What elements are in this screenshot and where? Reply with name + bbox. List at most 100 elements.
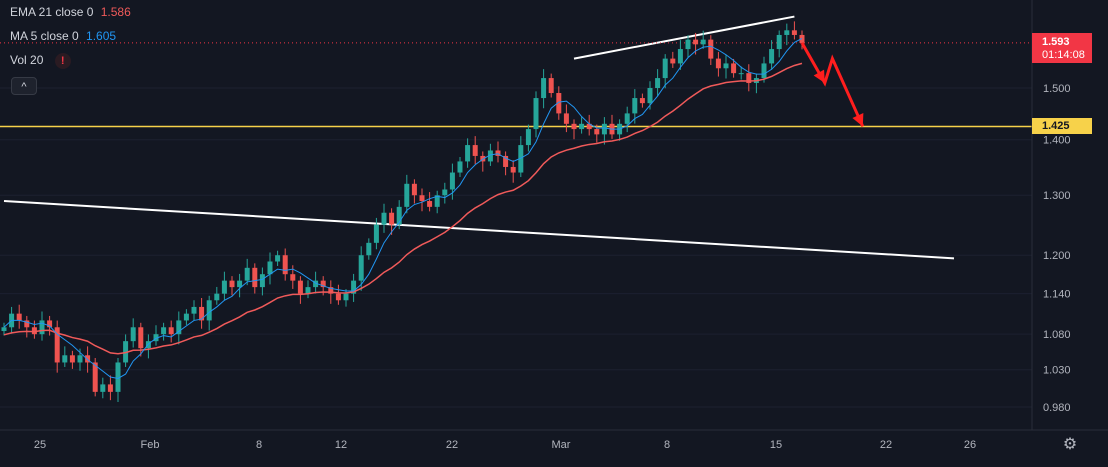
trendline: [573, 15, 795, 60]
candle-body: [313, 280, 319, 288]
price-tick-label: 1.300: [1043, 190, 1071, 202]
candle-body: [723, 63, 729, 69]
last-price-value: 1.593: [1042, 36, 1070, 48]
candle-body: [221, 280, 227, 294]
candle-body: [586, 123, 592, 130]
candle-body: [54, 327, 60, 363]
candle-body: [632, 98, 638, 114]
candle-body: [282, 255, 288, 275]
ma-line-path: [3, 37, 803, 380]
candle-body: [237, 280, 243, 288]
candle-body: [533, 98, 539, 130]
candle-body: [130, 327, 136, 342]
candle-body: [381, 212, 387, 225]
candle-body: [290, 274, 296, 281]
candle-body: [693, 39, 699, 45]
candle-body: [465, 145, 471, 162]
time-tick-label: 8: [256, 439, 262, 451]
price-tick-label: 1.030: [1043, 365, 1071, 377]
candle-body: [31, 327, 37, 335]
projection-arrow: [800, 42, 865, 128]
candle-body: [168, 327, 174, 335]
candle-body: [77, 355, 83, 363]
gear-icon[interactable]: ⚙: [1062, 436, 1078, 453]
candle-body: [655, 78, 661, 88]
candles: [1, 21, 805, 403]
volume-legend[interactable]: Vol 20 !: [10, 53, 71, 69]
candle-body: [738, 73, 744, 75]
candle-body: [138, 327, 144, 349]
candle-body: [594, 129, 600, 135]
candle-body: [556, 93, 562, 114]
candle-body: [685, 39, 691, 50]
ma-legend-label: MA 5 close 0: [10, 29, 79, 43]
ma-line: [3, 37, 803, 380]
candle-body: [206, 300, 212, 321]
time-axis: 25 Feb 8 12 22 Mar 8 15 22 26: [34, 439, 976, 451]
trendlines: [3, 15, 955, 260]
candle-body: [62, 355, 68, 363]
candle-body: [214, 293, 220, 301]
candle-body: [715, 58, 721, 69]
bar-countdown: 01:14:08: [1042, 49, 1085, 61]
candle-body: [487, 150, 493, 162]
candle-body: [24, 320, 30, 328]
ema-line-path: [3, 62, 803, 355]
candle-body: [791, 30, 797, 35]
candle-body: [647, 88, 653, 104]
ema-line: [3, 62, 803, 355]
candle-body: [267, 261, 273, 275]
time-tick-label: 8: [664, 439, 670, 451]
candle-body: [123, 341, 129, 363]
last-price-tag: 1.593 01:14:08: [1032, 33, 1092, 63]
time-tick-label: 26: [964, 439, 976, 451]
ma-legend-value: 1.605: [86, 29, 117, 43]
candle-body: [419, 195, 425, 202]
candle-body: [731, 63, 737, 74]
candle-body: [624, 113, 630, 124]
candle-body: [541, 78, 547, 99]
price-tick-label: 1.400: [1043, 135, 1071, 147]
candle-body: [305, 287, 311, 294]
candle-body: [85, 355, 91, 363]
candle-body: [358, 255, 364, 281]
price-grid: [0, 87, 1032, 408]
collapse-legend-button[interactable]: ^: [11, 77, 37, 95]
candle-body: [259, 274, 265, 288]
candle-body: [39, 320, 45, 335]
candle-body: [320, 280, 326, 288]
candle-body: [16, 313, 22, 321]
ema-legend-value: 1.586: [100, 5, 131, 19]
candle-body: [100, 384, 106, 392]
time-tick-label: Feb: [141, 439, 160, 451]
candle-body: [176, 320, 182, 335]
candle-body: [199, 306, 205, 321]
candle-body: [776, 34, 782, 50]
ema-legend[interactable]: EMA 21 close 0 1.586: [10, 5, 131, 19]
candle-body: [396, 206, 402, 225]
candle-body: [677, 49, 683, 64]
candle-body: [449, 172, 455, 190]
candle-body: [495, 150, 501, 156]
candle-body: [92, 362, 98, 392]
time-tick-label: 12: [335, 439, 347, 451]
trendline: [3, 200, 955, 260]
candle-body: [161, 327, 167, 335]
candle-body: [153, 334, 159, 342]
candle-body: [525, 129, 531, 146]
candle-body: [328, 287, 334, 294]
ma-legend[interactable]: MA 5 close 0 1.605: [10, 29, 116, 43]
candle-body: [662, 58, 668, 79]
candle-body: [335, 293, 341, 301]
candle-body: [503, 155, 509, 167]
candle-body: [442, 189, 448, 196]
candle-body: [761, 63, 767, 79]
time-tick-label: 22: [446, 439, 458, 451]
candle-body: [434, 195, 440, 207]
alert-icon[interactable]: !: [54, 53, 71, 69]
candle-body: [563, 113, 569, 124]
time-tick-label: 22: [880, 439, 892, 451]
arrow-path: [800, 42, 865, 128]
volume-legend-label: Vol 20: [10, 53, 44, 68]
